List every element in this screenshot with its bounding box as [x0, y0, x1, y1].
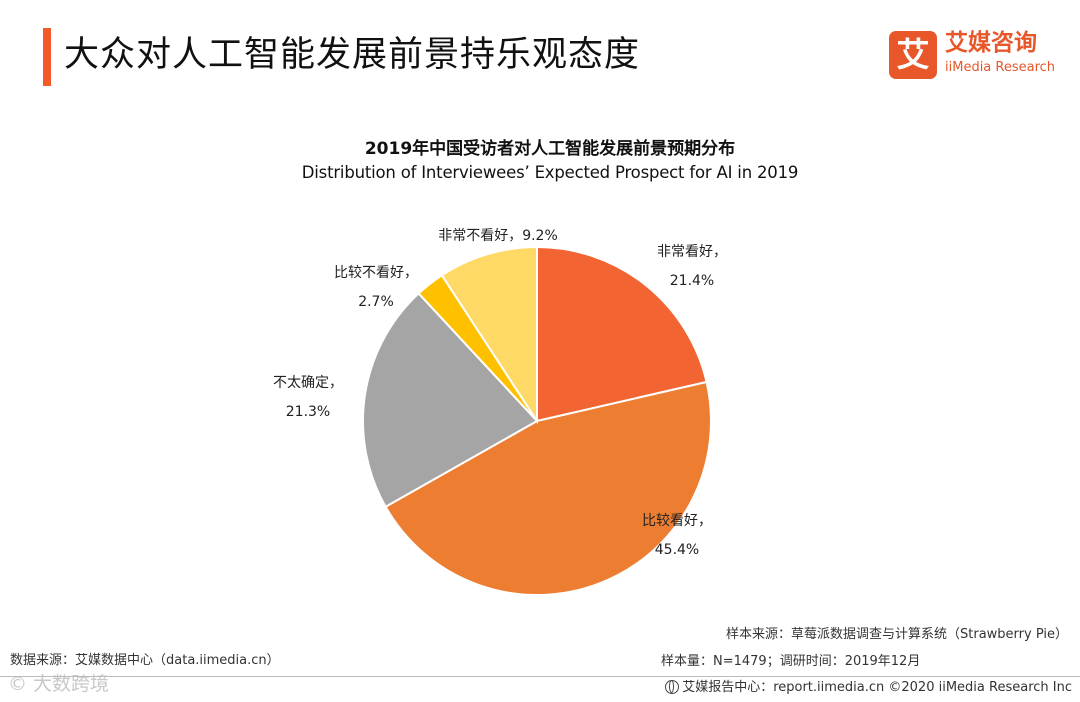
footer-divider [0, 676, 1080, 677]
data-label-3: 不太确定， 21.3% [273, 375, 343, 420]
data-source: 数据来源：艾媒数据中心（data.iimedia.cn） [10, 653, 280, 668]
data-label-4: 比较不看好， 2.7% [334, 265, 418, 310]
chart-subtitle: Distribution of Interviewees’ Expected P… [301, 163, 799, 182]
iimedia-logo: 艾 艾媒咨询 iiMedia Research [889, 30, 1059, 81]
data-label-5: 非常不看好，9.2% [438, 228, 558, 244]
title-accent-bar [43, 28, 51, 86]
logo-cn-text: 艾媒咨询 [945, 30, 1037, 56]
watermark: © 大数跨境 [8, 673, 110, 695]
pie-slice-1 [536, 245, 708, 423]
data-label-2: 比较看好， 45.4% [642, 513, 712, 558]
logo-mark-icon: 艾 [889, 31, 937, 79]
copyright: 艾媒报告中心：report.iimedia.cn ©2020 iiMedia R… [665, 679, 1072, 697]
sample-size: 样本量：N=1479；调研时间：2019年12月 [661, 654, 921, 669]
chart-title: 2019年中国受访者对人工智能发展前景预期分布 [364, 139, 736, 159]
globe-icon [665, 680, 680, 694]
page-title: 大众对人工智能发展前景持乐观态度 [64, 35, 641, 75]
copyright-text: 艾媒报告中心：report.iimedia.cn ©2020 iiMedia R… [682, 680, 1072, 695]
data-label-1: 非常看好， 21.4% [657, 244, 727, 289]
pie-slice-3 [362, 292, 539, 509]
pie-slice-2 [384, 380, 712, 597]
logo-en-text: iiMedia Research [945, 60, 1056, 75]
pie-slice-5 [440, 245, 538, 425]
sample-source: 样本来源：草莓派数据调查与计算系统（Strawberry Pie） [726, 627, 1068, 642]
